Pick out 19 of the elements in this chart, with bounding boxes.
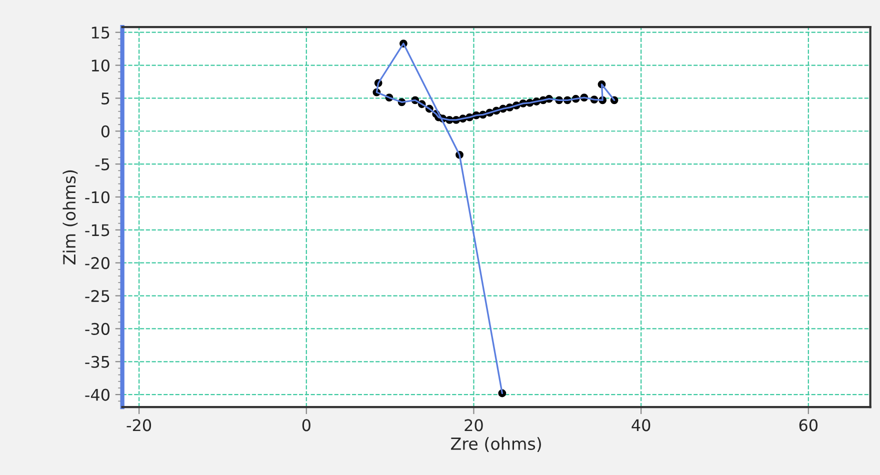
x-tick-label: 60 (799, 419, 818, 432)
y-tick-label: 10 (92, 59, 110, 72)
x-axis-title: Zre (ohms) (451, 437, 541, 452)
y-tick-label: -40 (85, 388, 110, 401)
y-tick-label: -35 (85, 356, 110, 368)
y-axis-title: Zim (ohms) (62, 170, 78, 264)
y-tick-label: -25 (85, 290, 110, 302)
y-tick-label: -5 (95, 158, 110, 170)
y-tick-label: 15 (92, 26, 110, 39)
y-tick-label: 5 (102, 92, 110, 104)
y-tick-label: -15 (85, 224, 110, 236)
x-tick-label: 40 (632, 419, 650, 432)
y-tick-label: 0 (101, 125, 110, 138)
x-tick-label: -20 (126, 419, 152, 432)
y-tick-label: -30 (85, 322, 110, 335)
y-tick-label: -10 (85, 191, 110, 204)
x-tick-label: 20 (464, 419, 483, 432)
y-tick-label: -20 (85, 257, 110, 270)
x-tick-label: 0 (302, 419, 310, 432)
